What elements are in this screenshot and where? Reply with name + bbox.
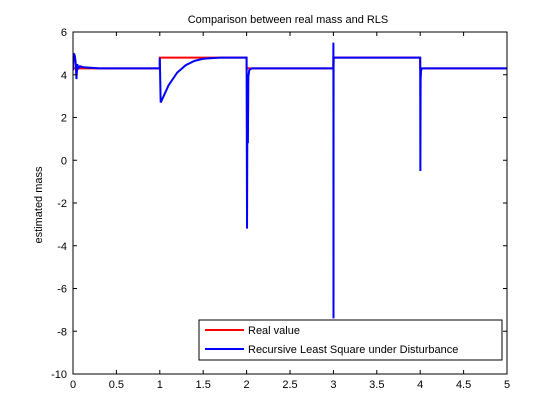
y-tick-label: -4 — [57, 241, 67, 253]
plot-area: 0 0.5 1 1.5 2 2.5 3 3.5 4 4.5 5 -10 -8 -6 -4 -2 0 2 4 6 — [51, 27, 510, 391]
y-tick-label: 2 — [61, 113, 67, 125]
y-tick-label: 0 — [61, 155, 67, 167]
y-tick-label: -2 — [57, 198, 67, 210]
x-tick-label: 1.5 — [196, 379, 211, 391]
y-tick-label: -10 — [51, 369, 67, 381]
y-tick-label: -8 — [57, 326, 67, 338]
chart-title: Comparison between real mass and RLS — [188, 14, 389, 26]
y-tick-label: -6 — [57, 284, 67, 296]
legend: Real value Recursive Least Square under D… — [198, 319, 503, 361]
x-tick-label: 4 — [417, 379, 423, 391]
x-tick-label: 2 — [244, 379, 250, 391]
series-layer — [73, 42, 507, 319]
legend-box — [198, 319, 503, 361]
x-tick-label: 1 — [157, 379, 163, 391]
series-line-rls — [73, 42, 507, 319]
legend-label: Recursive Least Square under Disturbance — [248, 344, 458, 356]
x-tick-label: 2.5 — [282, 379, 297, 391]
y-tick-label: 6 — [61, 27, 67, 39]
x-tick-label: 3.5 — [369, 379, 384, 391]
x-tick-label: 5 — [504, 379, 510, 391]
y-tick-label: 4 — [61, 70, 67, 82]
legend-label: Real value — [248, 325, 300, 337]
y-axis-label: estimated mass — [33, 166, 45, 244]
x-tick-label: 0 — [70, 379, 76, 391]
x-tick-label: 0.5 — [109, 379, 124, 391]
x-tick-label: 4.5 — [456, 379, 471, 391]
x-tick-label: 3 — [330, 379, 336, 391]
